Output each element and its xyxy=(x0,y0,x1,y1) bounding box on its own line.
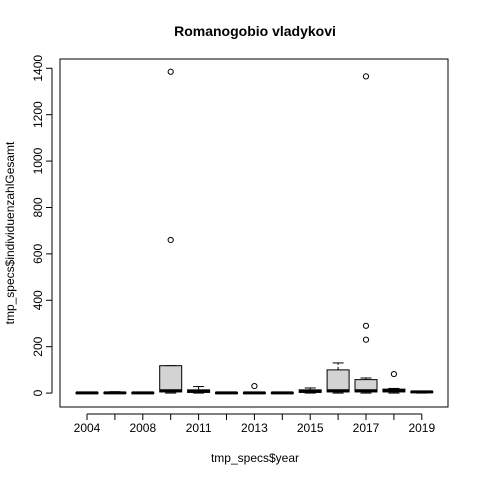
x-tick-label: 2013 xyxy=(241,421,268,435)
box-2013 xyxy=(242,383,266,395)
box xyxy=(326,369,350,393)
box-2016 xyxy=(326,362,350,394)
box-2018 xyxy=(382,370,406,394)
box xyxy=(159,365,183,393)
box-2011 xyxy=(187,386,211,394)
chart-title: Romanogobio vladykovi xyxy=(174,23,336,39)
box-2012 xyxy=(215,391,238,395)
box-2006 xyxy=(103,391,127,395)
box-2008 xyxy=(131,391,155,395)
outlier-point xyxy=(167,236,174,244)
box-group xyxy=(75,68,434,395)
x-tick-label: 2015 xyxy=(297,421,324,435)
box-2014 xyxy=(270,391,294,395)
x-tick-label: 2008 xyxy=(129,421,156,435)
x-tick-label: 2017 xyxy=(353,421,380,435)
x-tick-label: 2019 xyxy=(408,421,435,435)
box-2004 xyxy=(75,391,99,395)
y-tick-label: 800 xyxy=(31,197,45,217)
x-tick-label: 2011 xyxy=(186,421,212,435)
outlier-point xyxy=(167,68,174,75)
outlier-point xyxy=(362,73,370,80)
outlier-point xyxy=(362,322,370,329)
y-tick-label: 600 xyxy=(31,244,45,264)
y-tick-label: 400 xyxy=(31,290,45,310)
x-axis: 2004 2008 2011 2013 2015 2017 2019 xyxy=(74,413,435,435)
y-axis: 0 200 400 600 800 1000 1200 1400 xyxy=(31,55,53,396)
y-axis-label: tmp_specs$individuenzahlGesamt xyxy=(3,141,17,324)
y-tick-label: 1400 xyxy=(31,55,45,82)
box-2010 xyxy=(159,68,183,394)
x-axis-label: tmp_specs$year xyxy=(211,451,299,465)
x-tick-label: 2004 xyxy=(74,421,101,435)
outlier-point xyxy=(362,336,370,343)
box-2019 xyxy=(410,390,434,394)
y-tick-label: 1200 xyxy=(31,101,45,128)
outlier-point xyxy=(390,370,397,378)
y-tick-label: 0 xyxy=(31,389,45,396)
y-tick-label: 1000 xyxy=(31,147,45,174)
box-2015 xyxy=(298,387,322,394)
box-2017 xyxy=(354,73,378,394)
outlier-point xyxy=(251,383,258,390)
y-tick-label: 200 xyxy=(31,336,45,356)
plot-frame xyxy=(59,58,449,408)
